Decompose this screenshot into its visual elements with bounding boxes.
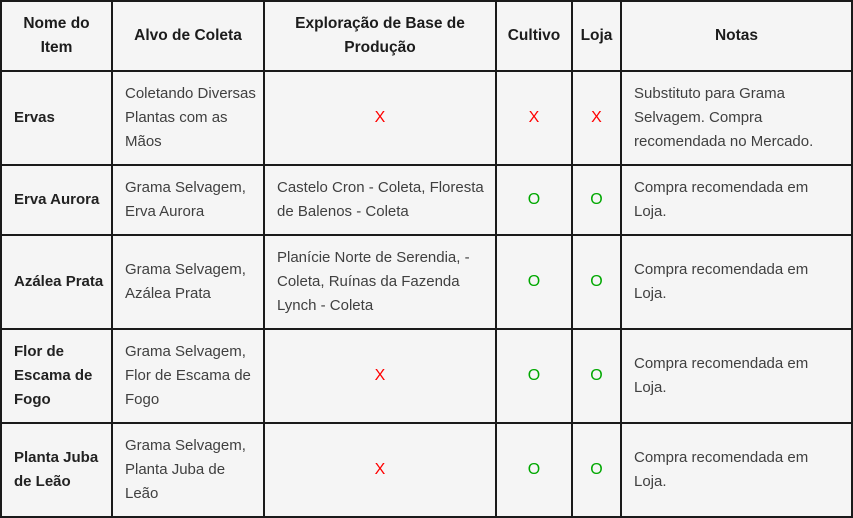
header-production-node: Exploração de Base de Produção [263, 0, 497, 72]
cell-shop: X [571, 70, 622, 166]
cell-cultivation: O [495, 422, 573, 518]
cell-item-name: Flor de Escama de Fogo [0, 328, 113, 424]
cell-notes: Compra recomendada em Loja. [620, 164, 853, 236]
cell-notes: Compra recomendada em Loja. [620, 328, 853, 424]
cell-production-node: Castelo Cron - Coleta, Floresta de Balen… [263, 164, 497, 236]
cell-cultivation: O [495, 164, 573, 236]
cell-cultivation: X [495, 70, 573, 166]
table-row: Planta Juba de Leão Grama Selvagem, Plant… [0, 422, 853, 518]
cell-production-node: X [263, 422, 497, 518]
cell-notes: Substituto para Grama Selvagem. Compra r… [620, 70, 853, 166]
header-row: Nome do Item Alvo de Coleta Exploração d… [0, 0, 853, 72]
cell-item-name: Ervas [0, 70, 113, 166]
cell-shop: O [571, 234, 622, 330]
cell-gathering-target: Grama Selvagem, Planta Juba de Leão [111, 422, 265, 518]
cell-shop: O [571, 422, 622, 518]
header-cultivation: Cultivo [495, 0, 573, 72]
cell-cultivation: O [495, 328, 573, 424]
cell-gathering-target: Grama Selvagem, Erva Aurora [111, 164, 265, 236]
cell-item-name: Erva Aurora [0, 164, 113, 236]
cell-notes: Compra recomendada em Loja. [620, 422, 853, 518]
cell-notes: Compra recomendada em Loja. [620, 234, 853, 330]
cell-gathering-target: Grama Selvagem, Azálea Prata [111, 234, 265, 330]
cell-gathering-target: Coletando Diversas Plantas com as Mãos [111, 70, 265, 166]
table-body: Ervas Coletando Diversas Plantas com as M… [0, 70, 853, 518]
table-row: Azálea Prata Grama Selvagem, Azálea Prata… [0, 234, 853, 330]
header-item-name: Nome do Item [0, 0, 113, 72]
cell-production-node: X [263, 70, 497, 166]
table-row: Ervas Coletando Diversas Plantas com as M… [0, 70, 853, 166]
table-row: Flor de Escama de Fogo Grama Selvagem, Fl… [0, 328, 853, 424]
header-gathering-target: Alvo de Coleta [111, 0, 265, 72]
header-notes: Notas [620, 0, 853, 72]
cell-production-node: Planície Norte de Serendia, - Coleta, Ru… [263, 234, 497, 330]
cell-item-name: Planta Juba de Leão [0, 422, 113, 518]
table-row: Erva Aurora Grama Selvagem, Erva Aurora Ca… [0, 164, 853, 236]
cell-production-node: X [263, 328, 497, 424]
cell-shop: O [571, 328, 622, 424]
header-shop: Loja [571, 0, 622, 72]
cell-cultivation: O [495, 234, 573, 330]
cell-item-name: Azálea Prata [0, 234, 113, 330]
cell-shop: O [571, 164, 622, 236]
cell-gathering-target: Grama Selvagem, Flor de Escama de Fogo [111, 328, 265, 424]
